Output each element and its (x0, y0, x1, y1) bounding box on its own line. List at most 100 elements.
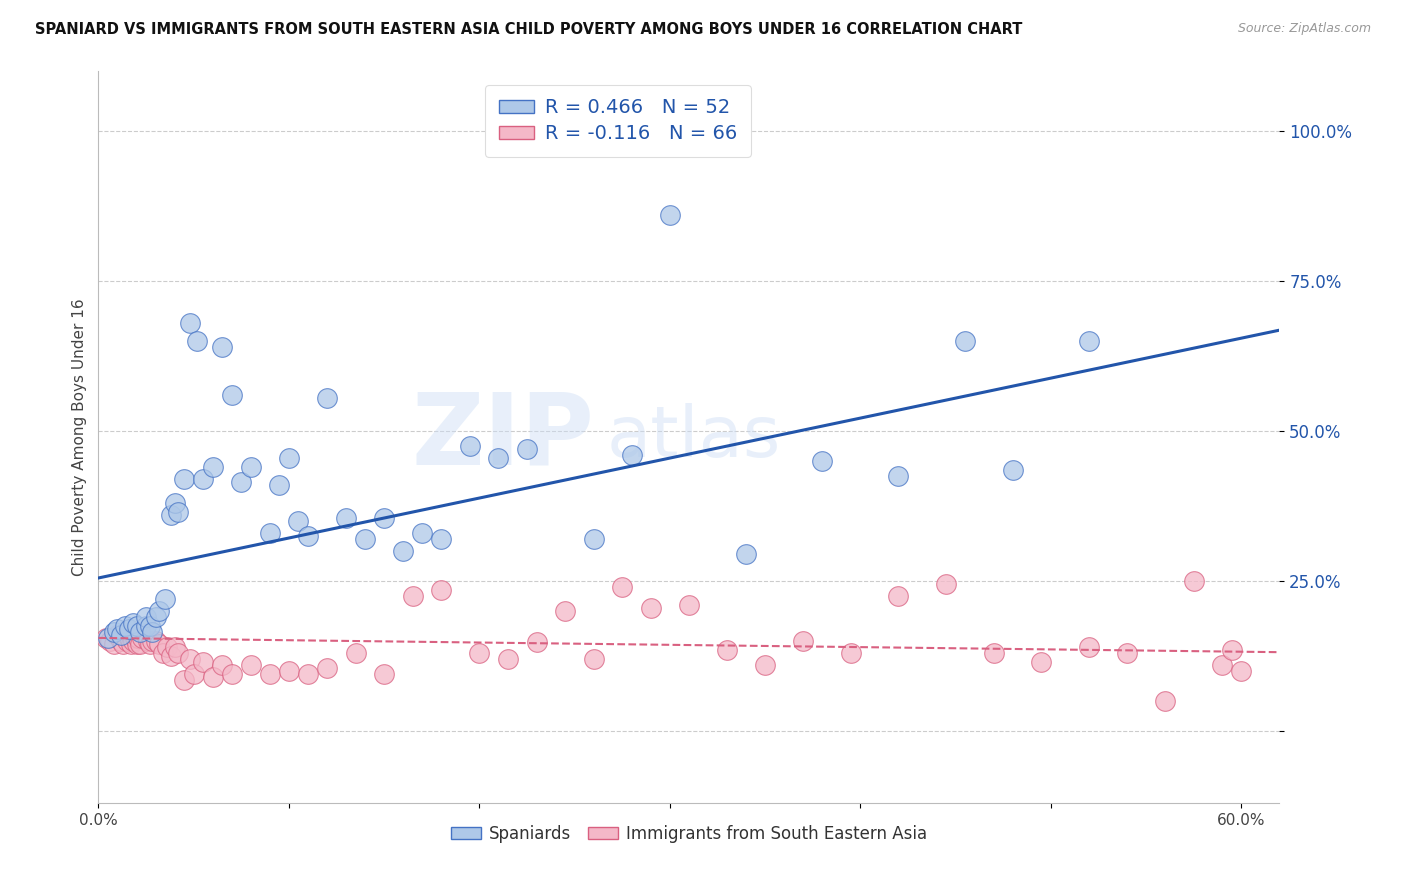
Point (107, 628, 129, 642)
Point (582, 532, 605, 546)
Point (316, 391, 339, 405)
Point (1220, 643, 1243, 657)
Point (107, 622, 129, 636)
Point (183, 666, 205, 681)
Point (173, 472, 195, 486)
Point (1182, 574, 1205, 588)
Point (1154, 694, 1177, 708)
Point (120, 637, 142, 651)
Point (115, 634, 138, 648)
Point (269, 478, 291, 492)
Point (118, 622, 141, 636)
Point (468, 646, 491, 660)
Text: SPANIARD VS IMMIGRANTS FROM SOUTH EASTERN ASIA CHILD POVERTY AMONG BOYS UNDER 16: SPANIARD VS IMMIGRANTS FROM SOUTH EASTER… (35, 22, 1022, 37)
Point (1078, 640, 1101, 654)
Point (953, 334, 976, 348)
Point (221, 388, 243, 402)
Point (287, 514, 309, 528)
Point (582, 652, 605, 666)
Point (716, 643, 738, 657)
Point (145, 634, 167, 648)
Point (167, 646, 190, 660)
Point (201, 460, 224, 475)
Point (159, 508, 181, 522)
Point (983, 646, 1005, 660)
Point (167, 505, 190, 519)
Y-axis label: Child Poverty Among Boys Under 16: Child Poverty Among Boys Under 16 (72, 298, 87, 576)
Point (129, 624, 152, 639)
Point (179, 316, 201, 330)
Point (735, 547, 758, 561)
Point (259, 526, 281, 541)
Point (792, 634, 814, 648)
Point (259, 666, 281, 681)
Point (811, 454, 834, 468)
Point (678, 598, 700, 612)
Point (297, 666, 319, 681)
Point (373, 666, 395, 681)
Point (125, 619, 148, 633)
Point (354, 532, 377, 546)
Point (221, 666, 243, 681)
Point (129, 637, 152, 651)
Point (127, 631, 149, 645)
Point (118, 631, 141, 645)
Point (526, 635, 548, 649)
Point (112, 637, 135, 651)
Point (239, 460, 262, 475)
Point (277, 664, 299, 678)
Point (193, 472, 215, 486)
Point (179, 652, 201, 666)
Point (211, 340, 233, 354)
Point (145, 610, 167, 624)
Point (141, 634, 163, 648)
Point (839, 646, 862, 660)
Point (935, 577, 957, 591)
Point (135, 619, 157, 633)
Point (335, 511, 357, 525)
Point (1211, 657, 1233, 672)
Point (554, 604, 576, 618)
Point (163, 496, 186, 510)
Point (103, 637, 125, 651)
Point (297, 529, 319, 543)
Point (344, 646, 367, 660)
Point (392, 544, 415, 558)
Point (1078, 334, 1101, 348)
Point (496, 652, 519, 666)
Point (1230, 664, 1253, 678)
Point (186, 334, 208, 348)
Point (316, 661, 339, 675)
Point (98, 634, 121, 648)
Point (411, 526, 433, 541)
Point (658, 208, 681, 222)
Point (159, 648, 181, 663)
Point (135, 628, 157, 642)
Point (114, 628, 136, 642)
Point (97, 631, 120, 645)
Point (136, 634, 159, 648)
Point (131, 631, 153, 645)
Text: ZIP: ZIP (412, 389, 595, 485)
Point (148, 637, 170, 651)
Point (231, 475, 253, 489)
Point (139, 637, 162, 651)
Point (887, 589, 910, 603)
Point (110, 634, 132, 648)
Legend: Spaniards, Immigrants from South Eastern Asia: Spaniards, Immigrants from South Eastern… (444, 818, 934, 849)
Point (430, 532, 453, 546)
Point (124, 631, 146, 645)
Point (153, 591, 176, 606)
Point (114, 619, 136, 633)
Point (156, 640, 179, 654)
Point (94, 631, 117, 645)
Point (239, 657, 262, 672)
Point (201, 670, 224, 684)
Point (139, 619, 162, 633)
Point (103, 624, 125, 639)
Point (620, 448, 643, 462)
Point (193, 655, 215, 669)
Point (640, 601, 662, 615)
Point (1116, 646, 1139, 660)
Point (152, 646, 174, 660)
